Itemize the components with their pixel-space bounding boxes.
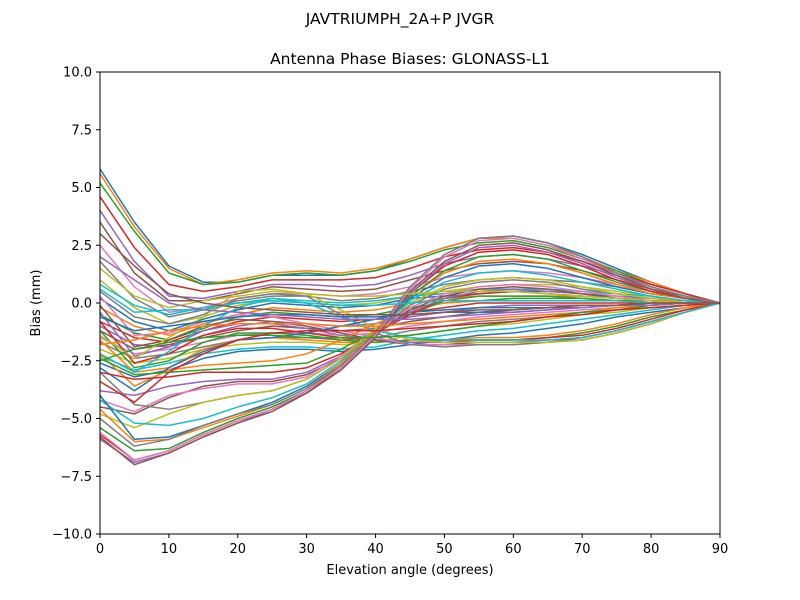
- y-axis-label: Bias (mm): [29, 270, 44, 337]
- x-tick-label: 60: [505, 542, 522, 557]
- x-tick-label: 40: [367, 542, 384, 557]
- x-tick-label: 10: [161, 542, 178, 557]
- y-tick-label: 2.5: [71, 239, 92, 254]
- series-line-40: [99, 269, 721, 427]
- series-line-54: [99, 302, 721, 404]
- series-line-3: [99, 182, 721, 304]
- series-line-48: [99, 235, 721, 447]
- y-tick-label: 10.0: [63, 66, 92, 81]
- x-tick-label: 80: [643, 542, 660, 557]
- y-tick-label: 5.0: [71, 181, 92, 196]
- x-tick-label: 0: [96, 542, 104, 557]
- chart-title: Antenna Phase Biases: GLONASS-L1: [270, 50, 550, 68]
- x-axis: 0 10 20 30 40 50 60 70 80 90: [96, 534, 728, 557]
- y-tick-label: −5.0: [60, 412, 92, 427]
- x-tick-label: 20: [230, 542, 247, 557]
- y-axis: −10.0 −7.5 −5.0 −2.5 0.0 2.5 5.0 7.5 10.0: [52, 66, 100, 543]
- series-line-50: [99, 283, 720, 316]
- series-line-52: [99, 302, 720, 346]
- x-tick-label: 90: [712, 542, 729, 557]
- plot-lines: [99, 168, 721, 466]
- y-tick-label: −2.5: [60, 354, 92, 369]
- series-line-43: [99, 253, 721, 452]
- series-line-46: [99, 242, 721, 466]
- series-line-49: [99, 267, 720, 309]
- x-tick-label: 50: [436, 542, 453, 557]
- y-tick-label: −7.5: [60, 470, 92, 485]
- x-axis-label: Elevation angle (degrees): [326, 563, 493, 578]
- y-tick-label: −10.0: [52, 528, 92, 543]
- y-tick-label: 0.0: [71, 297, 92, 312]
- chart-suptitle: JAVTRIUMPH_2A+P JVGR: [305, 10, 495, 29]
- x-tick-label: 70: [574, 542, 591, 557]
- y-tick-label: 7.5: [71, 123, 92, 138]
- x-tick-label: 30: [298, 542, 315, 557]
- series-line-56: [99, 233, 720, 316]
- series-line-29: [99, 288, 721, 360]
- series-line-37: [99, 283, 720, 413]
